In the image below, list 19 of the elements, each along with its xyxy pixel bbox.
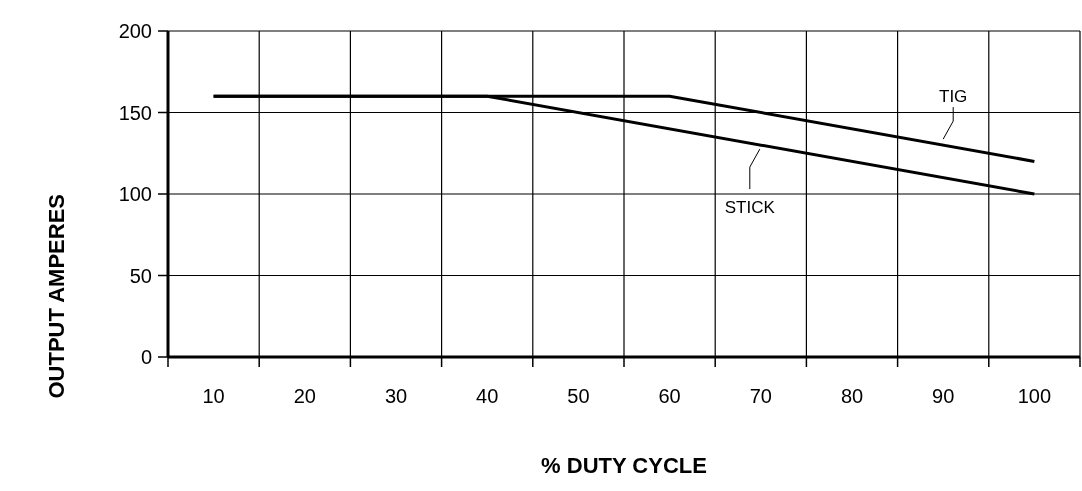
x-tick-label: 40 xyxy=(476,385,499,407)
y-tick-label: 50 xyxy=(129,264,152,287)
x-axis-title: % DUTY CYCLE xyxy=(541,453,707,478)
x-tick-label: 80 xyxy=(840,385,864,407)
annotation: STICK xyxy=(724,198,776,218)
x-tick-label: 70 xyxy=(749,385,772,407)
annotation: TIG xyxy=(939,87,968,107)
y-tick-label: 0 xyxy=(140,346,152,368)
y-tick-label: 200 xyxy=(118,20,152,42)
y-axis-title: OUTPUT AMPERES xyxy=(43,194,69,399)
y-tick-label: 150 xyxy=(118,101,152,124)
x-tick-label: 100 xyxy=(1017,385,1052,407)
x-tick-label: 10 xyxy=(202,385,225,407)
x-tick-label: 50 xyxy=(567,385,590,407)
x-tick-label: 30 xyxy=(384,385,408,407)
y-tick-label: 100 xyxy=(118,183,152,205)
x-tick-label: 60 xyxy=(658,385,681,407)
x-tick-label: 90 xyxy=(932,385,955,407)
x-tick-label: 20 xyxy=(293,385,316,407)
